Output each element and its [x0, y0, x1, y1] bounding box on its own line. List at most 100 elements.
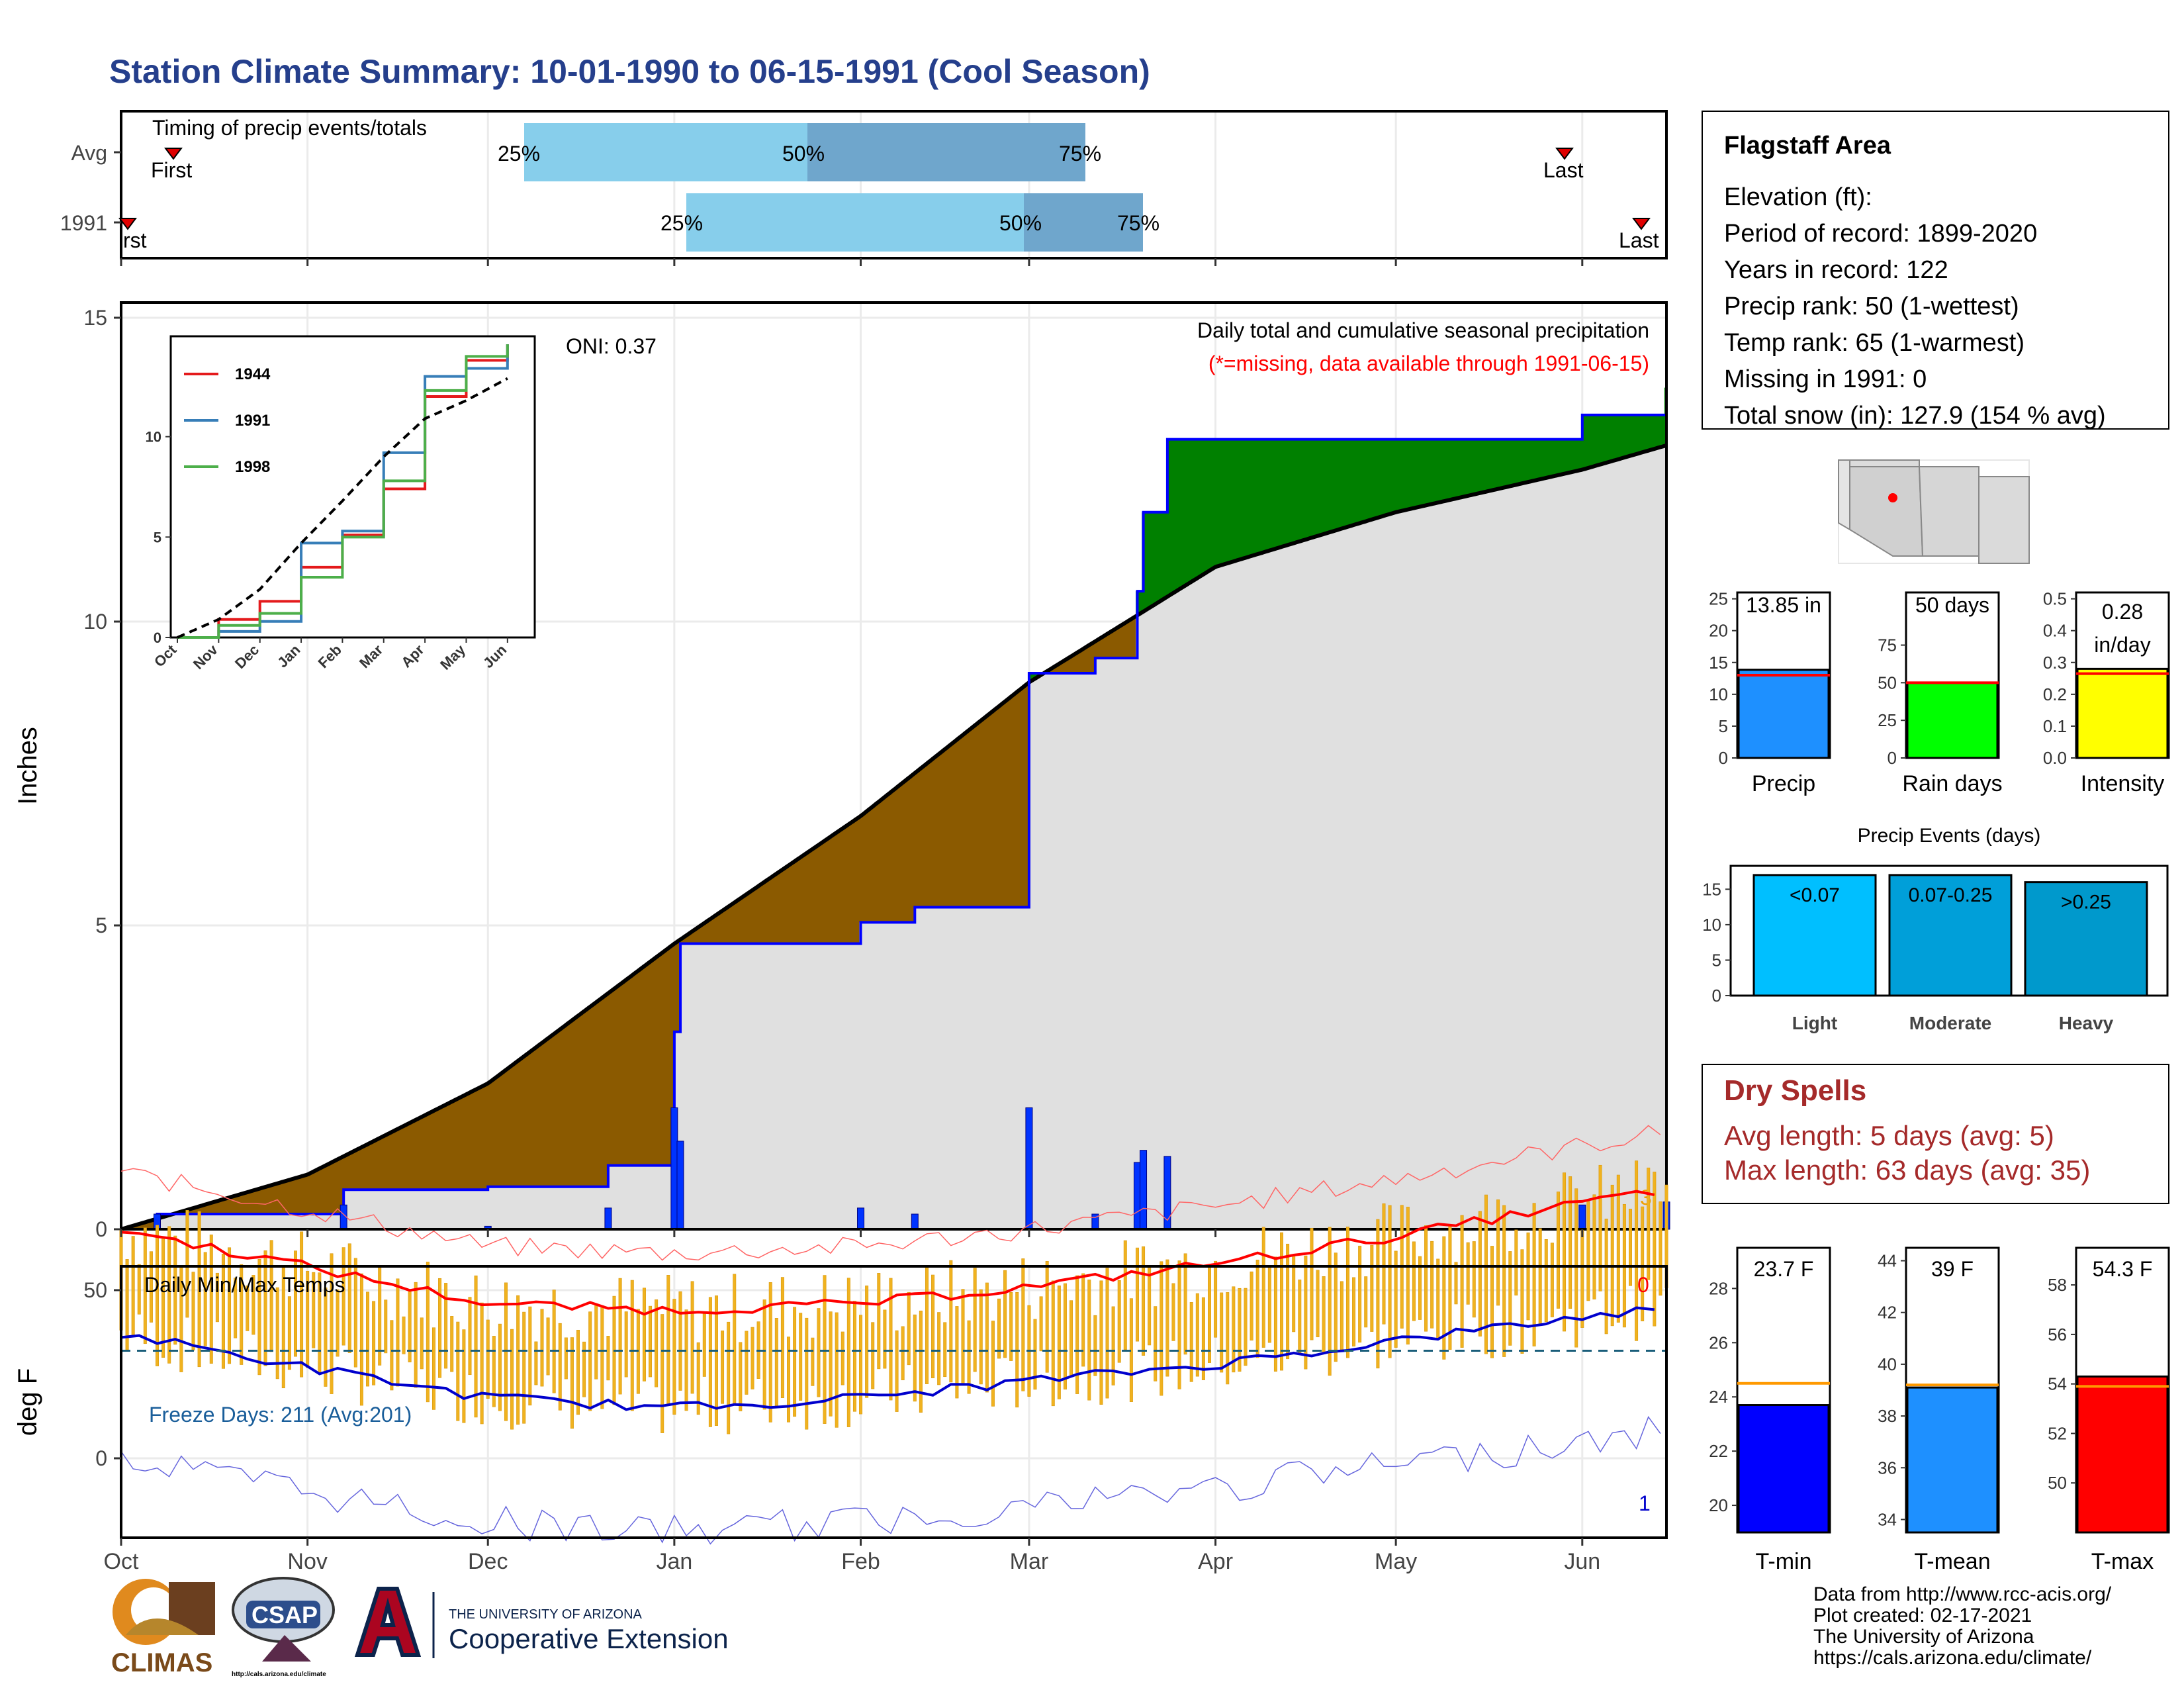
temp-y-tick-label: 22 — [1709, 1441, 1728, 1461]
daily-temp-bar — [1569, 1176, 1572, 1309]
daily-temp-bar — [1628, 1209, 1632, 1286]
dry-spells-box: Dry Spells Avg length: 5 days (avg: 5) M… — [1702, 1064, 2169, 1204]
mini-y-tick-label: 0.3 — [2043, 653, 2067, 673]
timing-bar-avg-lower — [524, 123, 807, 181]
daily-temp-bar — [1502, 1205, 1506, 1357]
temp-y-tick-label: 20 — [1709, 1495, 1728, 1515]
daily-precip-bar — [1025, 1107, 1033, 1230]
daily-temp-bar — [504, 1282, 508, 1421]
daily-temp-bar — [1075, 1275, 1079, 1394]
daily-temp-bar — [655, 1299, 659, 1387]
precip-panel-frame — [120, 301, 1668, 1231]
timing-bar-1991-lower — [686, 193, 1024, 252]
daily-temp-bar — [558, 1323, 562, 1411]
precip-events-chart: Precip Events (days) <0.07 Light 0.07-0.25 M… — [1702, 825, 2169, 1033]
daily-temp-bar — [793, 1307, 797, 1417]
event-category-label: Heavy — [2059, 1013, 2114, 1033]
daily-temp-bar — [1454, 1262, 1458, 1305]
daily-temp-bar — [702, 1311, 706, 1377]
temp-count-top: 0 — [1637, 1273, 1649, 1297]
temperature-panel-frame — [120, 1265, 1668, 1539]
daily-temp-bar — [925, 1266, 929, 1384]
daily-temp-bar — [1142, 1246, 1146, 1356]
month-label: Nov — [287, 1549, 327, 1574]
daily-temp-bar — [438, 1278, 442, 1378]
daily-temp-bar — [582, 1341, 586, 1397]
daily-temp-bar — [1436, 1258, 1440, 1339]
daily-temp-bar — [450, 1316, 454, 1372]
daily-temp-bar — [269, 1240, 273, 1352]
temp-y-tick-label: 42 — [1878, 1303, 1897, 1323]
daily-temp-bar — [1201, 1297, 1205, 1380]
daily-temp-bar — [378, 1267, 382, 1366]
oni-label: ONI: 0.37 — [566, 334, 657, 358]
daily-temp-bar — [841, 1331, 844, 1385]
temp-y-tick-label: 38 — [1878, 1406, 1897, 1426]
daily-temp-bar — [366, 1291, 370, 1387]
daily-temp-bar — [1280, 1232, 1284, 1371]
daily-temp-bar — [714, 1295, 718, 1426]
daily-temp-bar — [1165, 1259, 1169, 1377]
daily-temp-bar — [745, 1331, 749, 1395]
csap-logo-text: CSAP — [251, 1601, 318, 1628]
station-period: Period of record: 1899-2020 — [1724, 220, 2037, 248]
mini-y-tick-label: 20 — [1709, 621, 1728, 641]
daily-temp-bar — [1111, 1306, 1115, 1385]
daily-temp-bar — [240, 1264, 244, 1365]
daily-temp-bar — [780, 1277, 784, 1398]
mini-y-tick-label: 10 — [1709, 684, 1728, 704]
timing-row-1991-label: 1991 — [60, 211, 107, 235]
daily-temp-bar — [287, 1296, 291, 1370]
temp-y-tick-label: 58 — [2048, 1275, 2067, 1295]
month-axis: Oct Nov Dec Jan Feb Mar Apr May Jun — [104, 258, 1600, 1574]
daily-temp-bar — [251, 1275, 255, 1335]
mini-y-tick-label: 50 — [1878, 673, 1897, 692]
station-location-marker — [1888, 493, 1897, 502]
daily-temp-bar — [137, 1264, 141, 1315]
timing-panel-label: Timing of precip events/totals — [152, 116, 427, 140]
daily-temp-bar — [919, 1310, 923, 1413]
footer-url: https://cals.arizona.edu/climate/ — [1813, 1647, 2092, 1669]
temperature-bar-charts: 20 22 24 26 28 23.7 F T-min 34 36 38 40 42 44 39 F T-m… — [1709, 1246, 2170, 1574]
daily-temp-bar — [185, 1210, 189, 1318]
mini-category-label: Precip — [1752, 771, 1815, 796]
daily-temp-bar — [1526, 1232, 1530, 1321]
daily-temp-bar — [1244, 1288, 1248, 1366]
first-marker-icon — [118, 218, 137, 230]
average-cumulative-line — [120, 443, 1667, 1231]
timing-1991-first-label: rst — [123, 228, 147, 252]
station-precip-rank: Precip rank: 50 (1-wettest) — [1724, 293, 2019, 320]
daily-temp-bar — [678, 1291, 682, 1391]
daily-temp-bar — [852, 1301, 856, 1412]
daily-temp-bar — [234, 1278, 238, 1338]
figure-title: Station Climate Summary: 10-01-1990 to 0… — [109, 53, 1150, 90]
mini-category-label: Rain days — [1902, 771, 2002, 796]
mini-y-tick-label: 5 — [1719, 716, 1728, 736]
mini-y-tick-label: 75 — [1878, 635, 1897, 655]
temp-y-tick-label: 36 — [1878, 1458, 1897, 1477]
footer-data-source: Data from http://www.rcc-acis.org/ — [1813, 1583, 2112, 1605]
mini-value-bar — [1906, 681, 1999, 759]
daily-temp-bar — [684, 1309, 688, 1411]
daily-temp-bar — [390, 1320, 394, 1391]
daily-temp-bar — [486, 1319, 490, 1399]
daily-temp-bar — [774, 1318, 778, 1408]
month-label: Jan — [656, 1549, 692, 1574]
daily-temp-bar — [708, 1297, 712, 1427]
daily-temp-bar — [829, 1311, 833, 1417]
daily-temp-bar — [666, 1275, 670, 1405]
daily-temp-bar — [1214, 1260, 1218, 1338]
daily-temp-bar — [739, 1342, 743, 1411]
daily-temp-bar — [768, 1282, 772, 1423]
daily-temp-bar — [1382, 1203, 1386, 1325]
daily-temp-bar — [293, 1250, 297, 1357]
daily-temp-bar — [1117, 1280, 1121, 1363]
daily-temp-bar — [215, 1272, 219, 1323]
daily-temp-bar — [131, 1236, 135, 1336]
daily-temp-bar — [372, 1301, 376, 1385]
mini-value-label: 13.85 in — [1746, 593, 1821, 617]
station-snow: Total snow (in): 127.9 (154 % avg) — [1724, 402, 2106, 430]
